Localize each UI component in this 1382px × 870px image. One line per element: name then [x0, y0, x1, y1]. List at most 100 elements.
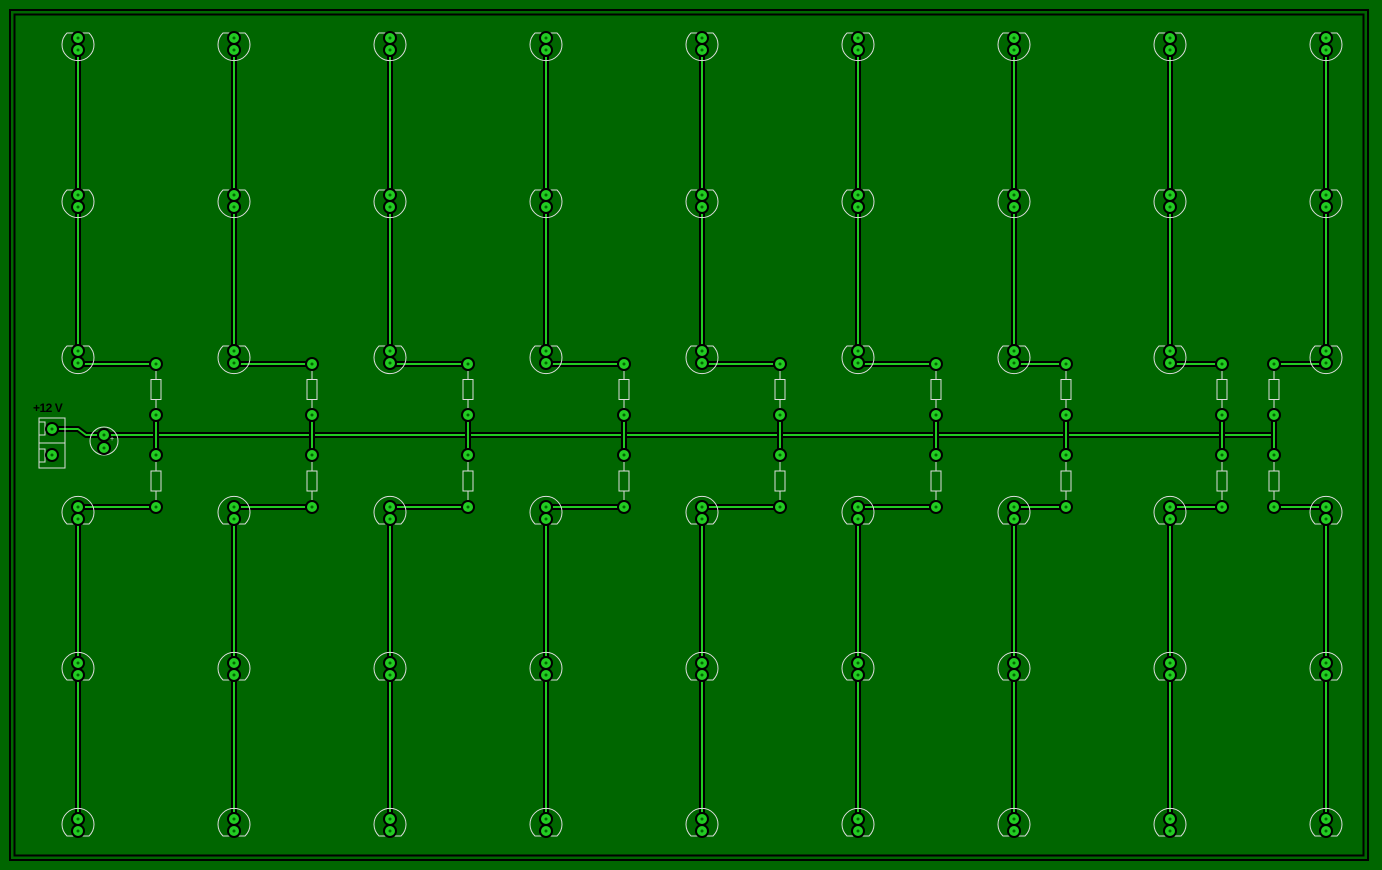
- pad-hole: [700, 349, 704, 353]
- pad-hole: [1012, 36, 1016, 40]
- pad-hole: [388, 517, 392, 521]
- pad-hole: [778, 453, 782, 457]
- silk-layer: +: [38, 32, 1343, 837]
- pad-hole: [1272, 453, 1276, 457]
- copper-trace: [389, 363, 468, 365]
- led-outline: [1309, 807, 1343, 837]
- pad-hole: [388, 661, 392, 665]
- pad-hole: [232, 829, 236, 833]
- pad-hole: [622, 362, 626, 366]
- led-outline: [61, 807, 95, 837]
- pad-hole: [1168, 36, 1172, 40]
- copper-trace: [1013, 363, 1066, 365]
- pad-hole: [1168, 193, 1172, 197]
- pad-hole: [1168, 349, 1172, 353]
- pad-hole: [232, 505, 236, 509]
- frame-layer: [9, 9, 1369, 861]
- pad-hole: [50, 427, 54, 431]
- resistor-body: [462, 470, 474, 492]
- pad-hole: [388, 673, 392, 677]
- pad-hole: [856, 349, 860, 353]
- pad-hole: [76, 517, 80, 521]
- pad-hole: [700, 817, 704, 821]
- pad-hole: [544, 48, 548, 52]
- pad-hole: [154, 453, 158, 457]
- pad-hole: [700, 661, 704, 665]
- pad-hole: [388, 817, 392, 821]
- pad-hole: [544, 661, 548, 665]
- led-outline: [373, 189, 407, 219]
- resistor-body: [1268, 379, 1280, 400]
- pad-hole: [388, 829, 392, 833]
- led-outline: [373, 495, 407, 525]
- resistor-body: [150, 379, 162, 400]
- pad-hole: [544, 673, 548, 677]
- led-outline: [841, 495, 875, 525]
- pad-hole: [1324, 829, 1328, 833]
- led-outline: [373, 807, 407, 837]
- resistor-body: [306, 470, 318, 492]
- led-outline: [217, 189, 251, 219]
- pad-hole: [1012, 829, 1016, 833]
- resistor-body: [1216, 379, 1228, 400]
- resistor-body: [774, 379, 786, 400]
- pad-hole: [622, 413, 626, 417]
- pad-hole: [1168, 361, 1172, 365]
- pad-hole: [466, 505, 470, 509]
- led-outline: [1309, 651, 1343, 681]
- led-outline: [1309, 495, 1343, 525]
- pad-hole: [1220, 362, 1224, 366]
- pad-hole: [310, 413, 314, 417]
- led-outline: [685, 807, 719, 837]
- pad-hole: [154, 413, 158, 417]
- pad-hole: [700, 205, 704, 209]
- led-outline: [61, 495, 95, 525]
- pad-hole: [1220, 505, 1224, 509]
- led-outline: [1153, 651, 1187, 681]
- pad-hole: [1324, 661, 1328, 665]
- pad-hole: [544, 36, 548, 40]
- resistor-body: [618, 379, 630, 400]
- pad-hole: [1168, 817, 1172, 821]
- pad-hole: [76, 817, 80, 821]
- pad-hole: [310, 453, 314, 457]
- pad-hole: [102, 446, 106, 450]
- led-outline: [685, 345, 719, 375]
- pad-hole: [700, 193, 704, 197]
- resistor-body: [930, 470, 942, 492]
- pad-hole: [1168, 48, 1172, 52]
- pad-hole: [76, 36, 80, 40]
- pad-hole: [388, 193, 392, 197]
- pad-hole: [232, 193, 236, 197]
- trace-layer: [52, 50, 1329, 819]
- pad-hole: [154, 505, 158, 509]
- led-outline: [217, 651, 251, 681]
- pad-hole: [76, 829, 80, 833]
- pad-hole: [466, 453, 470, 457]
- pad-hole: [50, 453, 54, 457]
- pad-hole: [102, 433, 106, 437]
- led-outline: [1153, 495, 1187, 525]
- pad-hole: [232, 817, 236, 821]
- led-outline: [1309, 189, 1343, 219]
- pad-hole: [700, 829, 704, 833]
- copper-trace: [77, 363, 156, 365]
- led-outline: [1309, 345, 1343, 375]
- resistor-body: [1060, 470, 1072, 492]
- resistor-body: [1268, 470, 1280, 492]
- pad-hole: [1272, 413, 1276, 417]
- pad-hole: [934, 362, 938, 366]
- resistor-body: [930, 379, 942, 400]
- pad-hole: [232, 36, 236, 40]
- pad-hole: [76, 349, 80, 353]
- led-outline: [529, 32, 563, 62]
- led-outline: [685, 32, 719, 62]
- resistor-body: [150, 470, 162, 492]
- pad-hole: [1064, 413, 1068, 417]
- pad-hole: [1012, 517, 1016, 521]
- pad-hole: [1324, 36, 1328, 40]
- copper-trace: [1169, 363, 1222, 365]
- pad-hole: [76, 193, 80, 197]
- pad-hole: [700, 505, 704, 509]
